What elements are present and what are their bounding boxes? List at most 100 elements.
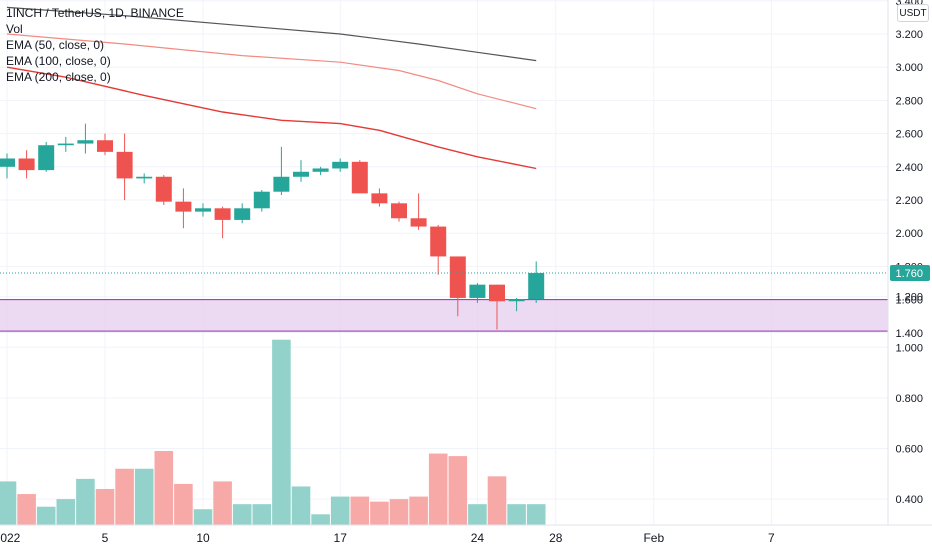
candle-body xyxy=(273,176,290,192)
time-tick-label: 17 xyxy=(334,531,348,545)
price-tick-label: 2.400 xyxy=(895,162,923,174)
time-tick-label: 10 xyxy=(196,531,210,545)
volume-bar xyxy=(370,501,389,525)
grid-layer xyxy=(0,0,888,525)
volume-bar xyxy=(428,453,448,525)
ema100-line xyxy=(6,33,537,110)
candle-body xyxy=(410,218,427,227)
candle-body xyxy=(371,193,388,204)
time-tick-label: 5 xyxy=(102,531,109,545)
volume-bar xyxy=(311,514,330,525)
volume-bar xyxy=(174,483,193,525)
volume-bar xyxy=(507,504,526,525)
volume-bar xyxy=(272,339,291,525)
candle-body xyxy=(77,140,94,144)
candle-body xyxy=(136,176,153,179)
price-tick-label: 2.800 xyxy=(895,95,923,107)
volume-bar xyxy=(193,509,213,525)
volume-tick-label: 0.400 xyxy=(895,494,923,506)
candle-body xyxy=(528,273,545,300)
candle-body xyxy=(175,201,192,212)
candle-body xyxy=(312,168,329,172)
ema-lines xyxy=(6,6,537,170)
price-tick-label: 3.400 xyxy=(895,0,923,8)
candle-body xyxy=(116,151,133,179)
legend-ema100[interactable]: EMA (100, close, 0) xyxy=(6,54,111,68)
price-tick-label: 1.600 xyxy=(895,295,923,307)
volume-bar xyxy=(0,481,17,525)
volume-tick-label: 0.600 xyxy=(895,444,923,456)
ema200-line xyxy=(6,66,537,170)
price-tick-label: 1.400 xyxy=(895,328,923,340)
candle-body xyxy=(449,256,466,298)
candle-body xyxy=(469,284,486,298)
volume-bar xyxy=(526,504,546,525)
volume-bar xyxy=(95,488,115,525)
candle-body xyxy=(508,299,525,302)
volume-bar xyxy=(389,499,409,525)
volume-bar xyxy=(409,496,428,525)
volume-bar xyxy=(115,468,134,525)
legend-symbol[interactable]: 1INCH / TetherUS, 1D, BINANCE xyxy=(6,6,184,20)
volume-bar xyxy=(468,504,487,525)
last-price-text: 1.760 xyxy=(895,268,923,280)
currency-button[interactable]: USDT xyxy=(897,4,929,22)
volume-bar xyxy=(154,451,174,525)
candle-body xyxy=(253,191,270,209)
volume-bar xyxy=(330,496,350,525)
time-tick-label: 28 xyxy=(549,531,563,545)
candle-body xyxy=(155,176,172,202)
time-tick-label: 7 xyxy=(768,531,775,545)
volume-bars xyxy=(0,339,546,525)
price-tick-label: 2.200 xyxy=(895,195,923,207)
time-axis-bg xyxy=(0,525,932,550)
price-tick-label: 3.200 xyxy=(895,29,923,41)
volume-bar xyxy=(252,504,272,525)
ema50-line xyxy=(6,6,537,62)
last-price-badge xyxy=(890,265,930,282)
time-tick-label: 24 xyxy=(471,531,485,545)
volume-bar xyxy=(291,486,311,525)
volume-bar xyxy=(487,476,507,525)
candle-body xyxy=(489,284,505,302)
volume-tick-label: 1.000 xyxy=(895,342,923,354)
candle-body xyxy=(18,158,35,171)
volume-tick-label: 1.200 xyxy=(895,292,923,304)
candle-body xyxy=(214,208,231,220)
volume-bar xyxy=(448,456,468,525)
candle-body xyxy=(0,158,15,167)
candle-body xyxy=(234,208,251,220)
support-zone-fill xyxy=(0,299,888,332)
volume-bar xyxy=(56,499,76,525)
time-tick-label: Feb xyxy=(643,531,664,545)
candle-body xyxy=(293,171,309,177)
volume-bar xyxy=(17,494,36,525)
volume-bar xyxy=(350,496,370,525)
legend-ema200[interactable]: EMA (200, close, 0) xyxy=(6,70,111,84)
candle-body xyxy=(391,203,407,219)
price-tick-label: 2.000 xyxy=(895,228,923,240)
volume-bar xyxy=(76,478,95,525)
volume-tick-label: 0.800 xyxy=(895,393,923,405)
volume-bar xyxy=(36,506,56,525)
legend-ema50[interactable]: EMA (50, close, 0) xyxy=(6,38,105,52)
price-tick-label: 2.600 xyxy=(895,129,923,141)
candle-body xyxy=(332,161,349,169)
support-zone[interactable] xyxy=(0,299,888,332)
legend-volume[interactable]: Vol xyxy=(6,22,23,36)
chart-legend[interactable]: 1INCH / TetherUS, 1D, BINANCE Vol EMA (5… xyxy=(6,5,184,85)
candle-body xyxy=(57,143,74,146)
volume-bar xyxy=(213,481,232,525)
candle-body xyxy=(430,226,447,257)
time-tick-label: 2022 xyxy=(0,531,21,545)
candles xyxy=(0,123,545,330)
candle-body xyxy=(351,161,368,194)
candle-body xyxy=(97,140,113,152)
volume-bar xyxy=(134,468,154,525)
candle-body xyxy=(195,208,211,212)
candle-body xyxy=(38,145,55,171)
price-tick-label: 3.000 xyxy=(895,62,923,74)
